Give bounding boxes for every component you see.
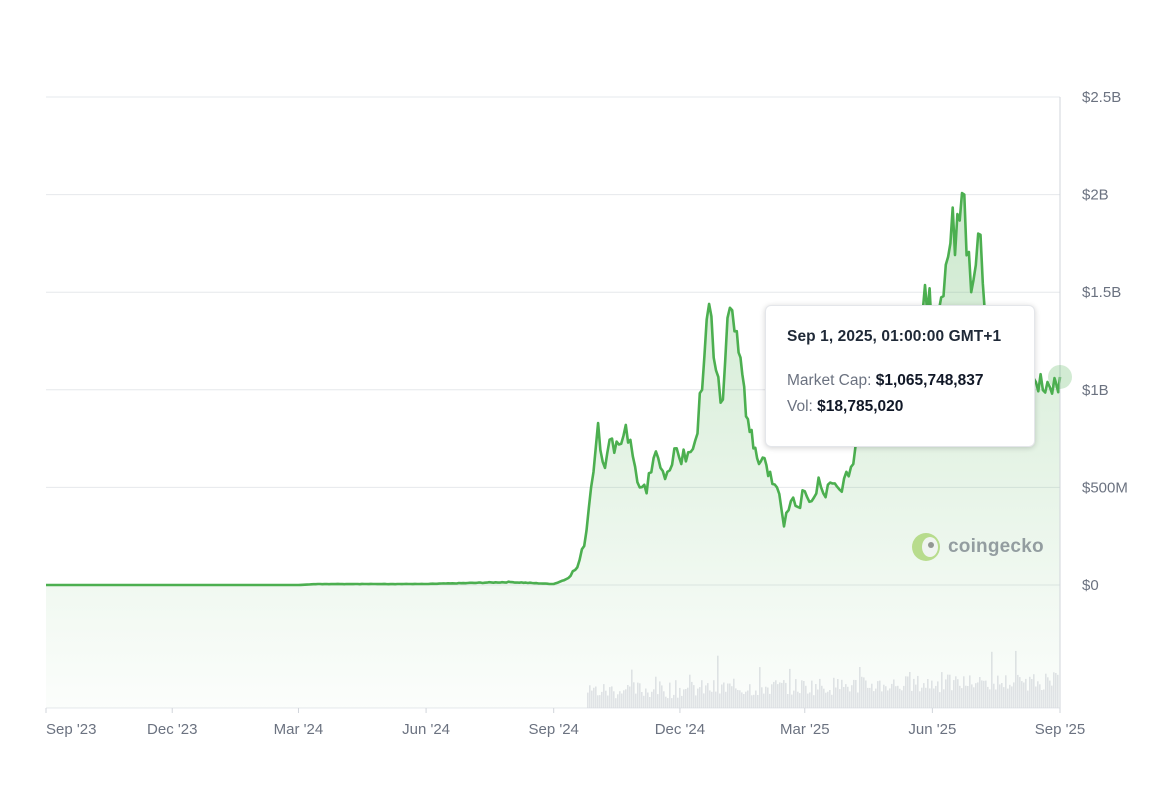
tooltip-vol-label: Vol: xyxy=(787,398,813,415)
x-tick-label: Jun '24 xyxy=(402,721,450,738)
hover-point xyxy=(1048,364,1072,389)
x-tick-label: Dec '23 xyxy=(147,721,197,738)
x-tick-label: Sep '24 xyxy=(528,721,578,738)
watermark-text: coingecko xyxy=(948,536,1044,557)
tooltip-market-cap: Market Cap: $1,065,748,837 xyxy=(787,372,1034,390)
x-tick-label: Mar '24 xyxy=(274,721,324,738)
y-tick-label: $1B xyxy=(1082,382,1109,399)
y-tick-label: $2.5B xyxy=(1082,89,1121,106)
y-tick-label: $500M xyxy=(1082,479,1128,496)
y-tick-label: $2B xyxy=(1082,187,1109,204)
tooltip-volume: Vol: $18,785,020 xyxy=(787,398,1034,416)
coingecko-watermark: coingecko xyxy=(912,532,1044,562)
gecko-logo-icon xyxy=(912,533,940,561)
y-tick-label: $1.5B xyxy=(1082,284,1121,301)
x-tick-label: Jun '25 xyxy=(908,721,956,738)
x-tick-label: Sep '23 xyxy=(46,721,96,738)
y-tick-label: $0 xyxy=(1082,577,1099,594)
data-tooltip: Sep 1, 2025, 01:00:00 GMT+1 Market Cap: … xyxy=(765,305,1035,447)
x-tick-label: Dec '24 xyxy=(655,721,705,738)
x-tick-label: Mar '25 xyxy=(780,721,830,738)
tooltip-date: Sep 1, 2025, 01:00:00 GMT+1 xyxy=(787,328,1002,345)
x-tick-label: Sep '25 xyxy=(1035,721,1085,738)
x-axis: Sep '23 Dec '23 Mar '24 Jun '24 Sep '24 Dec '… xyxy=(45,708,1085,738)
tooltip-market-cap-value: $1,065,748,837 xyxy=(875,372,984,389)
market-cap-area xyxy=(46,193,1060,709)
tooltip-market-cap-label: Market Cap: xyxy=(787,372,872,389)
y-axis: $0 $500M $1B $1.5B $2B $2.5B xyxy=(1082,89,1128,594)
tooltip-vol-value: $18,785,020 xyxy=(817,398,904,415)
